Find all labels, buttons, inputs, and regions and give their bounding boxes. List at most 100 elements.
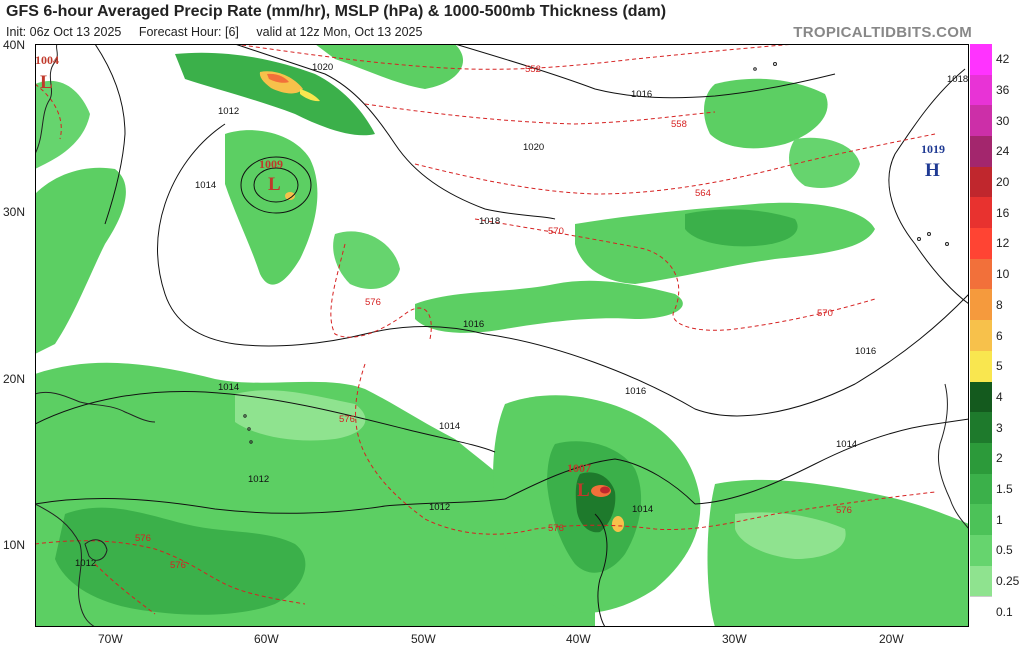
isobar-label: 1012: [429, 502, 450, 513]
lon-label-70w: 70W: [98, 632, 123, 646]
legend-label: 6: [996, 328, 1003, 343]
legend-label: 10: [996, 267, 1010, 282]
thickness-label: 576: [170, 560, 186, 571]
isobar-label: 1020: [312, 62, 333, 73]
precip-heavy-north: [259, 71, 320, 200]
legend-swatch: [970, 473, 992, 505]
pressure-center-1004: 1004 L: [35, 53, 59, 93]
precip-area-west-coast: [35, 167, 126, 354]
precip-area-low-1009: [225, 130, 318, 285]
legend-label: 30: [996, 113, 1010, 128]
legend-label: 8: [996, 297, 1003, 312]
legend-swatch: [970, 44, 992, 76]
legend-label: 42: [996, 52, 1010, 67]
legend-label: 0.5: [996, 543, 1013, 558]
thickness-label: 576: [836, 505, 852, 516]
legend-label: 2: [996, 451, 1003, 466]
isobar-labels: 1020 1016 1012 1014 1020 1018 1016 1016 …: [75, 62, 968, 569]
legend-label: 0.1: [996, 604, 1013, 619]
low-symbol-1007: L: [577, 480, 590, 501]
legend-label: 12: [996, 236, 1010, 251]
isobar-label: 1016: [463, 319, 484, 330]
legend-swatch: [970, 534, 992, 567]
legend-swatch: [970, 596, 992, 629]
isobar-label: 1014: [218, 382, 239, 393]
legend-swatch: [970, 74, 992, 106]
legend-swatch: [970, 504, 992, 536]
legend-label: 5: [996, 359, 1003, 374]
legend-swatch: [970, 105, 992, 137]
isobar-label: 1014: [195, 180, 216, 191]
pressure-value-1004: 1004: [35, 53, 59, 67]
legend-label: 1.5: [996, 481, 1013, 496]
weather-map: 1004 L 1009 L 1007 L 1019 H 1020 1016 10…: [35, 44, 969, 627]
legend-swatch: [970, 381, 992, 413]
low-symbol-1009: L: [268, 174, 281, 195]
legend-label: 36: [996, 83, 1010, 98]
precip-area-northeast-2: [789, 137, 860, 188]
legend-label: 0.25: [996, 573, 1020, 588]
precip-area-caribbean-light: [235, 390, 366, 441]
isobar-label: 1012: [248, 474, 269, 485]
precip-area-north-band: [175, 52, 375, 136]
precip-core-yellow: [612, 516, 624, 532]
lon-label-30w: 30W: [722, 632, 747, 646]
thickness-label: 552: [525, 64, 541, 75]
legend-swatch: [970, 166, 992, 198]
isobar-label: 1018: [947, 74, 968, 85]
pressure-centers: 1004 L 1009 L 1007 L 1019 H: [35, 53, 945, 501]
isobars: [35, 44, 969, 627]
isobar-label: 1020: [523, 142, 544, 153]
isobar-label: 1018: [479, 216, 500, 227]
lon-label-40w: 40W: [566, 632, 591, 646]
subtitle: Init: 06z Oct 13 2025 Forecast Hour: [6]…: [6, 25, 436, 39]
precip-core-red: [600, 486, 610, 494]
thickness-label: 576: [135, 533, 151, 544]
coastlines: [35, 44, 969, 627]
legend-swatch: [970, 289, 992, 321]
legend-swatch: [970, 320, 992, 352]
legend-label: 24: [996, 144, 1010, 159]
precip-legend: [970, 44, 992, 629]
thickness-label: 564: [695, 188, 711, 199]
isobar-label: 1012: [75, 558, 96, 569]
precip-area-north-band-2: [315, 44, 464, 89]
lon-label-20w: 20W: [879, 632, 904, 646]
legend-swatch: [970, 442, 992, 475]
precip-area-caribbean-dark: [55, 507, 306, 615]
chart-title: GFS 6-hour Averaged Precip Rate (mm/hr),…: [6, 3, 667, 20]
pressure-value-1019: 1019: [921, 142, 945, 156]
isobar-label: 1014: [836, 439, 857, 450]
precip-area-low-1009-b: [333, 231, 400, 289]
lat-label-30n: 30N: [3, 205, 26, 219]
legend-swatch: [970, 228, 992, 260]
valid-time: valid at 12z Mon, Oct 13 2025: [256, 25, 423, 39]
precip-area-central-band: [415, 280, 683, 333]
legend-label: 4: [996, 389, 1003, 404]
isobar-ring-1009: [240, 156, 312, 214]
pressure-center-1009: 1009 L: [259, 157, 283, 195]
thickness-label: 558: [671, 119, 687, 130]
precip-area-northeast: [703, 78, 828, 149]
legend-label: 1: [996, 512, 1003, 527]
isobar-label: 1016: [855, 346, 876, 357]
init-time: Init: 06z Oct 13 2025: [6, 25, 122, 39]
precip-area-east-tropics-b: [735, 512, 846, 559]
legend-label: 20: [996, 175, 1010, 190]
lat-label-20n: 20N: [3, 372, 26, 386]
low-symbol-1004: L: [40, 72, 53, 93]
legend-swatch: [970, 258, 992, 290]
pressure-value-1007: 1007: [567, 461, 591, 475]
lon-label-50w: 50W: [411, 632, 436, 646]
isobar-label: 1016: [631, 89, 652, 100]
high-symbol-1019: H: [925, 160, 940, 181]
legend-label: 3: [996, 420, 1003, 435]
thickness-label: 570: [548, 226, 564, 237]
thickness-label: 570: [817, 308, 833, 319]
lon-label-60w: 60W: [254, 632, 279, 646]
precip-area-east-band-2: [685, 209, 798, 247]
isobar-label: 1012: [218, 106, 239, 117]
thickness-label: 576: [339, 414, 355, 425]
pressure-value-1009: 1009: [259, 157, 283, 171]
precip-areas: [35, 44, 969, 627]
